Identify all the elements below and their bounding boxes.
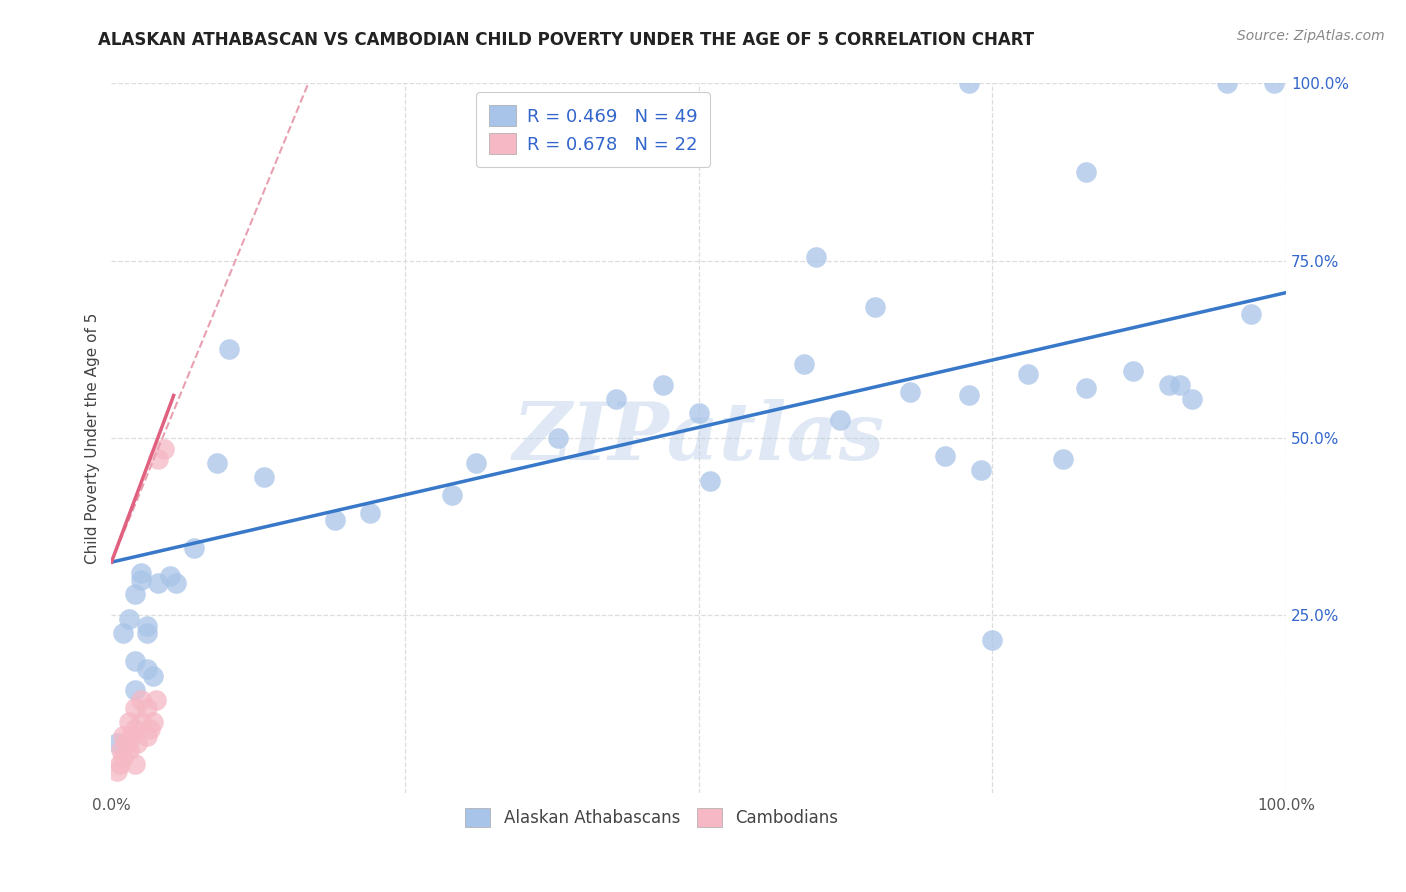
Point	[441, 488, 464, 502]
Point	[898, 384, 921, 399]
Point	[141, 714, 163, 729]
Point	[1216, 77, 1239, 91]
Point	[118, 743, 141, 757]
Point	[1076, 381, 1098, 395]
Point	[1240, 307, 1263, 321]
Point	[141, 668, 163, 682]
Text: ZIPatlas: ZIPatlas	[513, 400, 884, 477]
Point	[153, 442, 176, 456]
Point	[108, 757, 131, 772]
Point	[1263, 77, 1285, 91]
Point	[124, 722, 146, 736]
Point	[1076, 165, 1098, 179]
Point	[105, 764, 128, 779]
Point	[135, 661, 157, 675]
Point	[118, 612, 141, 626]
Point	[112, 626, 135, 640]
Point	[148, 452, 170, 467]
Point	[124, 700, 146, 714]
Point	[145, 693, 167, 707]
Point	[110, 743, 132, 757]
Point	[957, 77, 980, 91]
Point	[547, 431, 569, 445]
Point	[1168, 377, 1191, 392]
Point	[981, 633, 1004, 648]
Point	[148, 576, 170, 591]
Point	[863, 300, 886, 314]
Point	[699, 474, 721, 488]
Point	[135, 700, 157, 714]
Point	[205, 456, 228, 470]
Point	[124, 682, 146, 697]
Point	[135, 619, 157, 633]
Point	[957, 388, 980, 402]
Point	[934, 449, 956, 463]
Point	[218, 343, 240, 357]
Point	[129, 566, 152, 580]
Point	[135, 626, 157, 640]
Point	[129, 714, 152, 729]
Point	[129, 573, 152, 587]
Point	[1122, 364, 1144, 378]
Point	[652, 377, 675, 392]
Point	[688, 406, 710, 420]
Point	[1181, 392, 1204, 406]
Point	[135, 729, 157, 743]
Point	[112, 750, 135, 764]
Text: ALASKAN ATHABASCAN VS CAMBODIAN CHILD POVERTY UNDER THE AGE OF 5 CORRELATION CHA: ALASKAN ATHABASCAN VS CAMBODIAN CHILD PO…	[98, 31, 1035, 49]
Point	[165, 576, 187, 591]
Point	[114, 736, 136, 750]
Point	[124, 655, 146, 669]
Point	[139, 722, 162, 736]
Point	[323, 513, 346, 527]
Point	[828, 413, 851, 427]
Point	[969, 463, 991, 477]
Point	[1017, 368, 1039, 382]
Point	[1052, 452, 1074, 467]
Point	[118, 714, 141, 729]
Point	[129, 693, 152, 707]
Point	[159, 569, 181, 583]
Point	[464, 456, 486, 470]
Legend: Alaskan Athabascans, Cambodians: Alaskan Athabascans, Cambodians	[458, 801, 845, 834]
Point	[127, 736, 149, 750]
Y-axis label: Child Poverty Under the Age of 5: Child Poverty Under the Age of 5	[86, 312, 100, 564]
Point	[112, 729, 135, 743]
Point	[105, 736, 128, 750]
Point	[359, 506, 381, 520]
Point	[1157, 377, 1180, 392]
Point	[793, 357, 815, 371]
Point	[124, 757, 146, 772]
Text: Source: ZipAtlas.com: Source: ZipAtlas.com	[1237, 29, 1385, 43]
Point	[183, 541, 205, 555]
Point	[253, 470, 276, 484]
Point	[804, 250, 827, 264]
Point	[120, 729, 142, 743]
Point	[124, 587, 146, 601]
Point	[605, 392, 627, 406]
